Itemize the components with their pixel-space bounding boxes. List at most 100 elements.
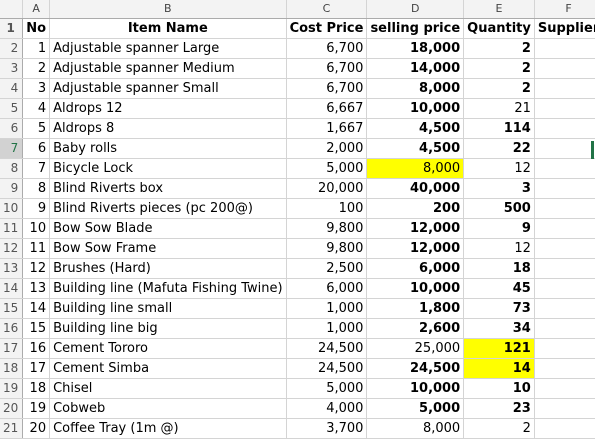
- cell-quantity[interactable]: 121: [463, 338, 535, 359]
- cell-supplier[interactable]: [534, 158, 595, 179]
- cell-cost-price[interactable]: 5,000: [286, 158, 368, 179]
- cell-item-name[interactable]: Cobweb: [49, 398, 287, 419]
- column-header-f[interactable]: F: [534, 0, 595, 19]
- row-header[interactable]: 6: [0, 118, 24, 139]
- cell-no[interactable]: 14: [22, 298, 51, 319]
- row-header[interactable]: 8: [0, 158, 24, 179]
- cell-no[interactable]: 11: [22, 238, 51, 259]
- row-header[interactable]: 7: [0, 138, 24, 159]
- cell-no[interactable]: 10: [22, 218, 51, 239]
- cell-no[interactable]: 3: [22, 78, 51, 99]
- cell-cost-price[interactable]: 9,800: [286, 238, 368, 259]
- cell-quantity[interactable]: 45: [463, 278, 535, 299]
- column-header-c[interactable]: C: [286, 0, 368, 19]
- cell-item-name[interactable]: Chisel: [49, 378, 287, 399]
- cell-selling-price[interactable]: 4,500: [366, 118, 465, 139]
- cell-quantity[interactable]: 2: [463, 418, 535, 439]
- cell-item-name[interactable]: Baby rolls: [49, 138, 287, 159]
- cell-no[interactable]: 8: [22, 178, 51, 199]
- cell-supplier[interactable]: [534, 258, 595, 279]
- column-header-a[interactable]: A: [22, 0, 51, 19]
- row-header[interactable]: 5: [0, 98, 24, 119]
- cell-quantity[interactable]: 12: [463, 238, 535, 259]
- cell-cost-price[interactable]: 100: [286, 198, 368, 219]
- cell-quantity[interactable]: 12: [463, 158, 535, 179]
- cell-no[interactable]: 2: [22, 58, 51, 79]
- header-cell-quantity[interactable]: Quantity: [463, 18, 535, 39]
- cell-supplier[interactable]: [534, 38, 595, 59]
- cell-supplier[interactable]: [534, 378, 595, 399]
- cell-item-name[interactable]: Blind Riverts box: [49, 178, 287, 199]
- row-header[interactable]: 10: [0, 198, 24, 219]
- header-cell-cost-price[interactable]: Cost Price: [286, 18, 368, 39]
- cell-cost-price[interactable]: 4,000: [286, 398, 368, 419]
- cell-quantity[interactable]: 34: [463, 318, 535, 339]
- cell-no[interactable]: 7: [22, 158, 51, 179]
- select-all-corner[interactable]: [0, 0, 24, 19]
- cell-selling-price[interactable]: 12,000: [366, 238, 465, 259]
- row-header[interactable]: 16: [0, 318, 24, 339]
- cell-supplier[interactable]: [534, 58, 595, 79]
- row-header[interactable]: 13: [0, 258, 24, 279]
- cell-item-name[interactable]: Building line (Mafuta Fishing Twine): [49, 278, 287, 299]
- cell-selling-price[interactable]: 4,500: [366, 138, 465, 159]
- cell-selling-price[interactable]: 1,800: [366, 298, 465, 319]
- cell-quantity[interactable]: 21: [463, 98, 535, 119]
- header-cell-no[interactable]: No: [22, 18, 51, 39]
- cell-cost-price[interactable]: 2,000: [286, 138, 368, 159]
- cell-no[interactable]: 20: [22, 418, 51, 439]
- row-header[interactable]: 19: [0, 378, 24, 399]
- row-header[interactable]: 14: [0, 278, 24, 299]
- column-header-e[interactable]: E: [463, 0, 535, 19]
- cell-supplier[interactable]: [534, 198, 595, 219]
- row-header[interactable]: 21: [0, 418, 24, 439]
- cell-item-name[interactable]: Cement Simba: [49, 358, 287, 379]
- cell-selling-price[interactable]: 10,000: [366, 98, 465, 119]
- cell-no[interactable]: 15: [22, 318, 51, 339]
- row-header[interactable]: 17: [0, 338, 24, 359]
- cell-selling-price[interactable]: 14,000: [366, 58, 465, 79]
- cell-quantity[interactable]: 9: [463, 218, 535, 239]
- cell-selling-price[interactable]: 24,500: [366, 358, 465, 379]
- row-header[interactable]: 20: [0, 398, 24, 419]
- cell-quantity[interactable]: 22: [463, 138, 535, 159]
- cell-no[interactable]: 16: [22, 338, 51, 359]
- cell-item-name[interactable]: Coffee Tray (1m @): [49, 418, 287, 439]
- cell-selling-price[interactable]: 10,000: [366, 278, 465, 299]
- cell-no[interactable]: 5: [22, 118, 51, 139]
- cell-item-name[interactable]: Building line small: [49, 298, 287, 319]
- cell-item-name[interactable]: Bow Sow Blade: [49, 218, 287, 239]
- cell-cost-price[interactable]: 6,700: [286, 38, 368, 59]
- cell-selling-price[interactable]: 8,000: [366, 78, 465, 99]
- cell-selling-price[interactable]: 25,000: [366, 338, 465, 359]
- row-header[interactable]: 4: [0, 78, 24, 99]
- cell-quantity[interactable]: 73: [463, 298, 535, 319]
- cell-cost-price[interactable]: 6,000: [286, 278, 368, 299]
- row-header[interactable]: 3: [0, 58, 24, 79]
- cell-supplier[interactable]: [534, 398, 595, 419]
- cell-no[interactable]: 18: [22, 378, 51, 399]
- cell-no[interactable]: 17: [22, 358, 51, 379]
- cell-item-name[interactable]: Cement Tororo: [49, 338, 287, 359]
- header-cell-supplier[interactable]: Supplier: [534, 18, 595, 39]
- cell-no[interactable]: 6: [22, 138, 51, 159]
- cell-cost-price[interactable]: 20,000: [286, 178, 368, 199]
- cell-cost-price[interactable]: 24,500: [286, 338, 368, 359]
- cell-cost-price[interactable]: 6,700: [286, 58, 368, 79]
- cell-quantity[interactable]: 114: [463, 118, 535, 139]
- cell-selling-price[interactable]: 6,000: [366, 258, 465, 279]
- cell-item-name[interactable]: Bow Sow Frame: [49, 238, 287, 259]
- cell-cost-price[interactable]: 6,667: [286, 98, 368, 119]
- cell-item-name[interactable]: Bicycle Lock: [49, 158, 287, 179]
- cell-item-name[interactable]: Adjustable spanner Small: [49, 78, 287, 99]
- cell-quantity[interactable]: 18: [463, 258, 535, 279]
- cell-supplier[interactable]: [534, 358, 595, 379]
- cell-cost-price[interactable]: 1,667: [286, 118, 368, 139]
- cell-selling-price[interactable]: 18,000: [366, 38, 465, 59]
- cell-supplier[interactable]: [534, 238, 595, 259]
- cell-quantity[interactable]: 3: [463, 178, 535, 199]
- cell-quantity[interactable]: 500: [463, 198, 535, 219]
- cell-no[interactable]: 9: [22, 198, 51, 219]
- cell-item-name[interactable]: Adjustable spanner Large: [49, 38, 287, 59]
- cell-supplier[interactable]: [534, 318, 595, 339]
